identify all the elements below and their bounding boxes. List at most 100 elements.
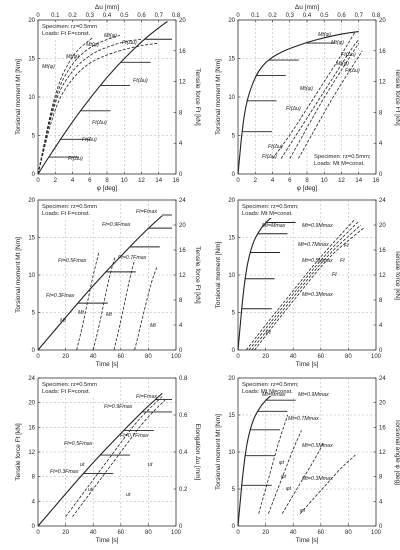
curve-label: Mt=0.7Mmax [288, 416, 319, 422]
tick-label-y: 8 [32, 475, 36, 481]
series-line-4 [254, 227, 364, 351]
tick-label-y: 15 [28, 57, 35, 63]
curve-label: φt [279, 460, 284, 466]
legend-text: Specimen: rz=0.5mm [42, 382, 97, 388]
curve-label: Mt(φ) [336, 61, 349, 67]
tick-label-x: 80 [145, 530, 152, 536]
tick-label-x2: 0 [236, 13, 240, 19]
curve-label: Ft [340, 258, 345, 264]
axis-label-x: Time [s] [296, 361, 319, 368]
curve-label: Mt [78, 310, 84, 316]
tick-label-y2: 20 [179, 18, 186, 24]
tick-label-x: 0 [36, 530, 40, 536]
series-line-0 [37, 31, 103, 175]
panel-tl: 0 2 4 6 8 10 12 14 16 φ [deg] 0 0.1 0.2 0.3 0.4 0.5 0.6 0… [15, 4, 201, 192]
curve-label: Mt=0.3Mmax [302, 476, 333, 482]
legend-text: Loads: Mt M=const. [314, 161, 365, 167]
legend-box [41, 22, 103, 38]
tick-label-y: 10 [28, 273, 35, 279]
tick-label-y2: 12 [379, 450, 386, 456]
tick-label-y2: 12 [179, 273, 186, 279]
curve-label: Mt=Mmax [262, 223, 286, 229]
tick-label-x: 80 [345, 354, 352, 360]
legend-text: Specimen: rz=0.5mm; [242, 382, 299, 388]
axis-label-y: Torsional moment Mt [Nm] [215, 414, 222, 490]
tick-label-x2: 0.2 [68, 13, 77, 19]
tick-label-x: 100 [371, 354, 382, 360]
series-line-3 [37, 42, 159, 175]
legend-box [241, 202, 303, 218]
axis-label-y2: Tensile force Ft [kN] [194, 246, 201, 304]
curve-label: Mt [60, 318, 66, 324]
tick-label-x: 40 [90, 530, 97, 536]
axis-label-y: Torsional moment Mt [Nm] [15, 59, 22, 135]
tick-label-y2: 4 [179, 323, 183, 329]
curve-label: Ft=0.9Fmax [104, 404, 133, 410]
tick-label-y: 24 [28, 376, 35, 382]
legend-text: Loads: Ft F=const. [42, 389, 91, 395]
curve-label: Mt(φ) [66, 54, 79, 60]
tick-label-x: 60 [317, 354, 324, 360]
tick-label-x: 14 [355, 178, 362, 184]
tick-label-y2: 8 [179, 110, 183, 116]
tick-label-x: 0 [236, 354, 240, 360]
tick-label-y2: 0 [379, 172, 383, 178]
tick-label-y: 16 [28, 425, 35, 431]
series-line-2 [72, 399, 166, 518]
axis-label-y2: Tensile force Ft [kN] [394, 68, 400, 126]
tick-label-y2: 0 [179, 348, 183, 354]
axis-label-y2: Tensile force [kN] [394, 250, 400, 300]
axis-label-y2: Tensile force Ft [kN] [194, 68, 201, 126]
tick-label-y: 15 [228, 57, 235, 63]
curve-label: ut [80, 462, 85, 468]
tick-label-y2: 0.8 [179, 376, 188, 382]
series-line-4 [37, 21, 168, 175]
curve-label: Mt(φ) [86, 42, 99, 48]
curve-label: Mt=0.5Mmax [302, 258, 333, 264]
tick-label-y2: 24 [179, 198, 186, 204]
tick-label-y: 20 [228, 198, 235, 204]
tick-label-y: 5 [232, 134, 236, 140]
tick-label-y: 20 [228, 376, 235, 382]
tick-label-x: 2 [54, 178, 58, 184]
tick-label-y: 0 [232, 524, 236, 530]
legend-text: Specimen: rz=0.5mm [42, 204, 97, 210]
series-line-4 [298, 50, 363, 159]
tick-label-x: 80 [145, 354, 152, 360]
axis-label-x: φ [deg] [297, 185, 318, 192]
tick-label-x: 0 [236, 178, 240, 184]
tick-label-x: 100 [171, 530, 182, 536]
curve-label: Ft(Δu) [68, 156, 83, 162]
tick-label-y: 20 [228, 18, 235, 24]
tick-label-y: 10 [28, 95, 35, 101]
tick-label-x: 10 [321, 178, 328, 184]
curve-label: Ft=0.9Fmax [102, 222, 131, 228]
curve-label: Ft=Fmax [136, 394, 157, 400]
legend-box [313, 152, 375, 168]
tick-label-x: 40 [90, 354, 97, 360]
tick-label-x: 40 [290, 530, 297, 536]
tick-label-y2: 20 [179, 223, 186, 229]
curve-label: Mt=0.5Mmax [302, 443, 333, 449]
curve-label: ut [126, 492, 131, 498]
axis-label-y: Torsional moment [Nm] [215, 241, 222, 308]
curve-label: Ft(Δu) [92, 120, 107, 126]
tick-label-y2: 12 [379, 273, 386, 279]
axis-label-x2: Δu [mm] [95, 4, 119, 11]
series-line-2 [280, 39, 360, 159]
tick-label-x2: 0.5 [120, 13, 129, 19]
curve-label: φt [300, 508, 305, 514]
tick-label-x: 14 [155, 178, 162, 184]
tick-label-x: 60 [317, 530, 324, 536]
curve-label: ut [88, 487, 93, 493]
tick-label-x: 12 [138, 178, 145, 184]
tick-label-x2: 0.2 [268, 13, 277, 19]
tick-label-x: 20 [62, 354, 69, 360]
tick-label-y2: 0.4 [179, 450, 188, 456]
tick-label-y2: 4 [379, 499, 383, 505]
axis-label-y: Tensile force Ft [kN] [15, 423, 22, 481]
tick-label-y2: 24 [379, 376, 386, 382]
curve-label: φt [281, 474, 286, 480]
tick-label-y2: 0.2 [179, 487, 188, 493]
